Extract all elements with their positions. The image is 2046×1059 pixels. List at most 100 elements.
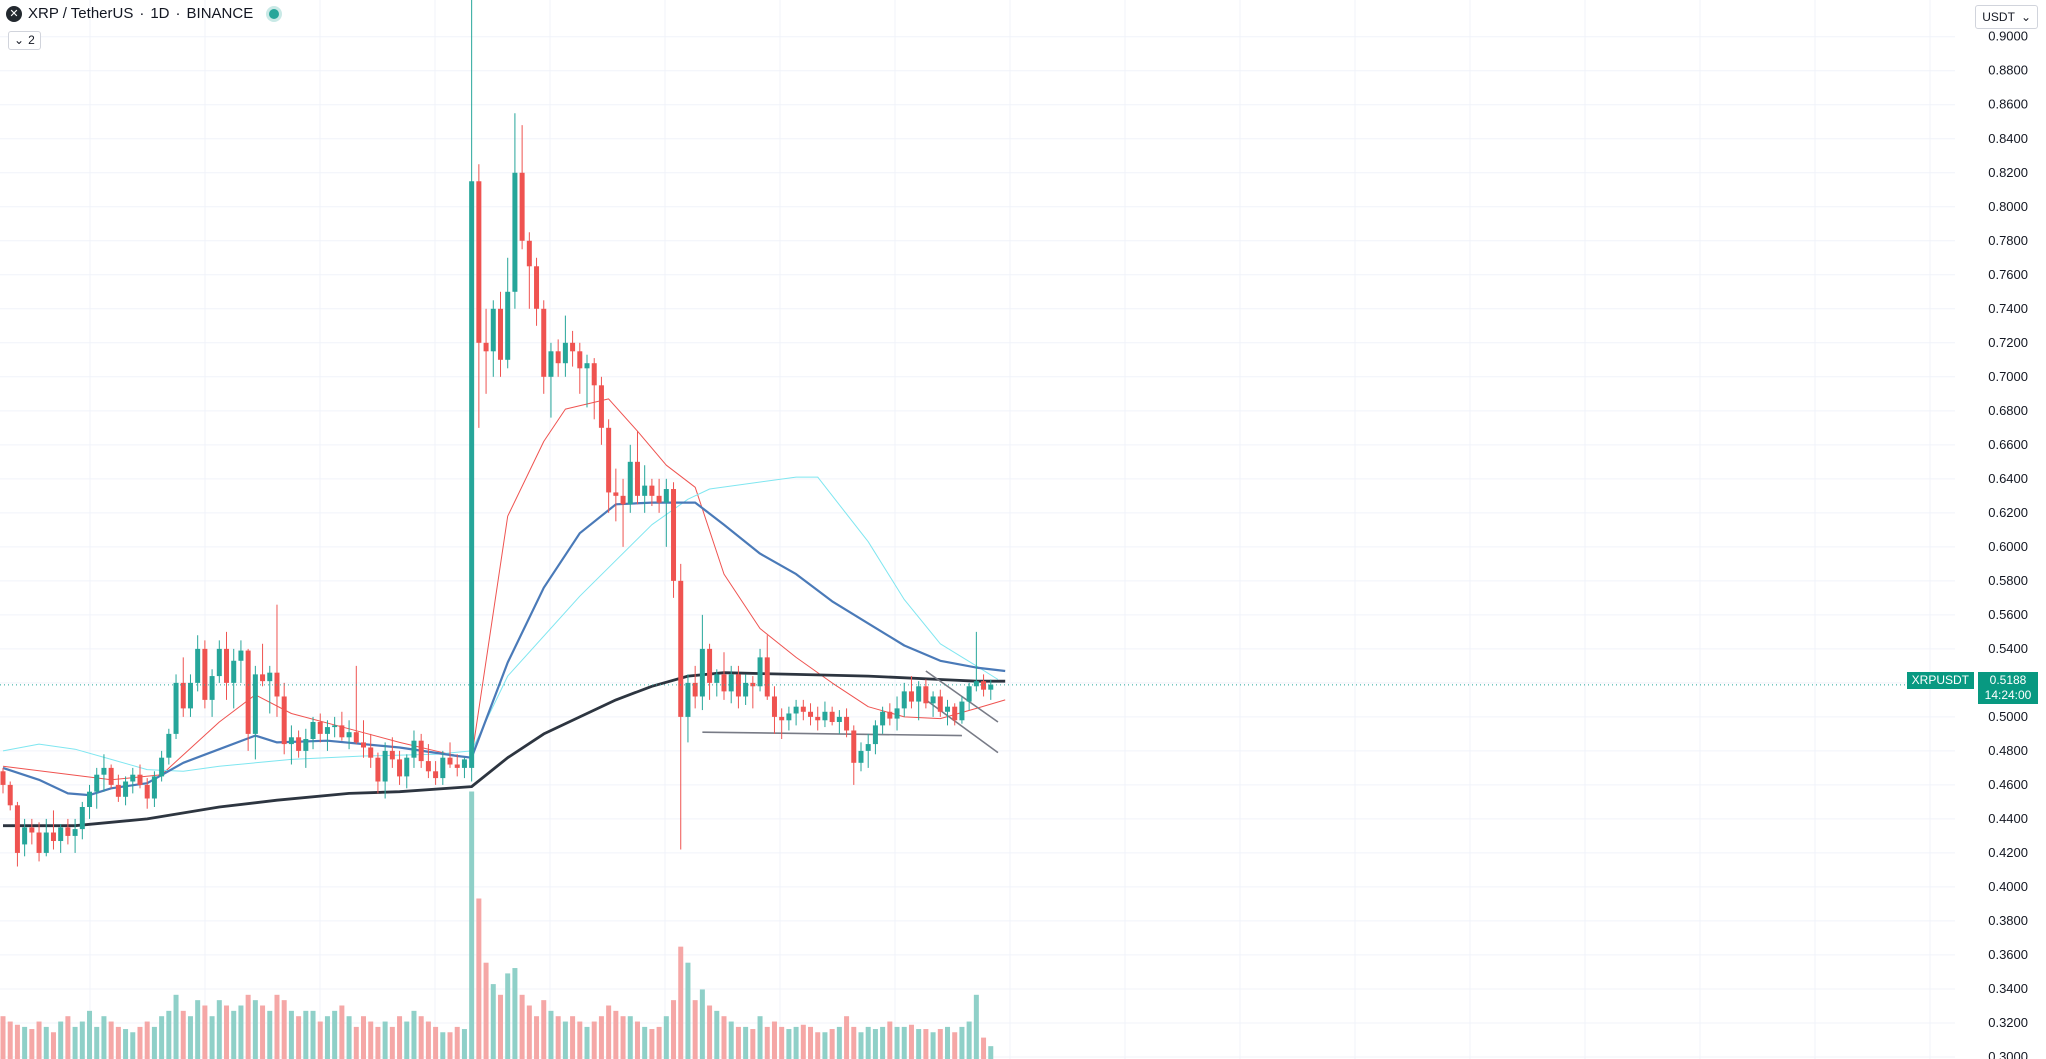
candle	[303, 728, 309, 768]
candle-body	[382, 750, 388, 782]
price-axis[interactable]: 0.9000 0.8800 0.8600 0.8400 0.8200 0.8000 0.78…	[1988, 29, 2028, 1059]
volume-bar	[714, 1010, 720, 1059]
volume-bar	[663, 1016, 669, 1059]
candle	[923, 679, 929, 709]
candle-body	[916, 686, 922, 702]
candle	[836, 710, 842, 734]
candle	[288, 725, 294, 765]
candle	[634, 431, 640, 505]
candle	[771, 686, 777, 734]
candle	[663, 478, 669, 547]
currency-selector[interactable]: USDT ⌄	[1975, 5, 2038, 29]
volume-bar	[779, 1026, 785, 1059]
volume-bar	[490, 984, 496, 1059]
candle-body	[620, 495, 626, 505]
market-status-icon[interactable]	[269, 8, 280, 19]
candle	[267, 665, 273, 714]
moving-average-line	[2, 501, 1006, 797]
candle-body	[108, 767, 114, 785]
candle-body	[252, 674, 258, 734]
volume-bar	[988, 1046, 994, 1059]
candle-body	[728, 674, 734, 692]
candle	[671, 482, 677, 598]
candle	[144, 778, 150, 809]
volume-bar	[58, 1021, 64, 1059]
volume-bar	[764, 1026, 770, 1059]
candle-body	[526, 240, 532, 267]
volume-bar	[130, 1032, 136, 1059]
candle-body	[577, 351, 583, 369]
candle	[497, 291, 503, 377]
price-axis-label: 0.8600	[1988, 97, 2028, 112]
candle	[58, 824, 64, 853]
candle-body	[966, 686, 972, 702]
exchange-label: BINANCE	[186, 5, 254, 22]
volume-bar	[252, 1000, 258, 1059]
candle	[101, 754, 107, 792]
candle	[988, 679, 994, 700]
price-axis-label: 0.5600	[1988, 607, 2028, 622]
currency-label: USDT	[1982, 10, 2015, 24]
candle	[656, 478, 662, 513]
price-axis-label: 0.4000	[1988, 879, 2028, 894]
candle	[606, 419, 612, 513]
candle	[123, 776, 129, 806]
volume-bar	[945, 1026, 951, 1059]
volume-bar	[800, 1024, 806, 1059]
candle	[72, 818, 78, 853]
volume-bar	[735, 1026, 741, 1059]
candle-body	[692, 682, 698, 697]
volume-bar	[274, 994, 280, 1059]
volume-bar	[815, 1032, 821, 1059]
candle	[108, 764, 114, 789]
volume-bar	[288, 1010, 294, 1059]
candle	[339, 711, 345, 741]
candle-body	[353, 732, 359, 743]
price-axis-label: 0.7000	[1988, 369, 2028, 384]
candle	[872, 720, 878, 755]
candle	[981, 674, 987, 697]
candle-body	[288, 737, 294, 745]
volume-bar	[317, 1021, 323, 1059]
candle-body	[562, 342, 568, 364]
candle-body	[202, 648, 208, 700]
candle	[548, 342, 554, 418]
candle-body	[209, 676, 215, 700]
candle	[260, 643, 266, 687]
candle	[137, 764, 143, 789]
candle-body	[779, 716, 785, 721]
candle-body	[151, 776, 157, 799]
candle-body	[267, 672, 273, 682]
candle-body	[43, 832, 49, 853]
volume-bar	[7, 1021, 13, 1059]
candle	[707, 643, 713, 700]
candle	[274, 604, 280, 717]
symbol-legend[interactable]: ✕ XRP / TetherUS · 1D · BINANCE	[6, 5, 280, 22]
volume-bar	[216, 1000, 222, 1059]
candle	[699, 614, 705, 711]
candle-body	[800, 706, 806, 712]
indicators-toggle-button[interactable]: ⌄ 2	[8, 31, 41, 50]
volume-bar	[678, 946, 684, 1059]
candle	[894, 696, 900, 731]
volume-bar	[836, 1026, 842, 1059]
candle-body	[815, 716, 821, 721]
volume-bar	[65, 1016, 71, 1059]
chevron-down-icon: ⌄	[2020, 10, 2031, 24]
candle-body	[245, 650, 251, 734]
candle-body	[281, 696, 287, 745]
price-axis-label: 0.9000	[1988, 29, 2028, 44]
candle-body	[656, 495, 662, 503]
volume-bar	[526, 1005, 532, 1059]
candle-body	[231, 660, 237, 683]
volume-bar	[310, 1010, 316, 1059]
candle-body	[497, 308, 503, 360]
price-axis-label: 0.6200	[1988, 505, 2028, 520]
candle	[36, 822, 42, 862]
candle	[786, 706, 792, 731]
candle	[187, 674, 193, 717]
volume-bar	[534, 1016, 540, 1059]
volume-bar	[144, 1021, 150, 1059]
price-axis-label: 0.6600	[1988, 437, 2028, 452]
